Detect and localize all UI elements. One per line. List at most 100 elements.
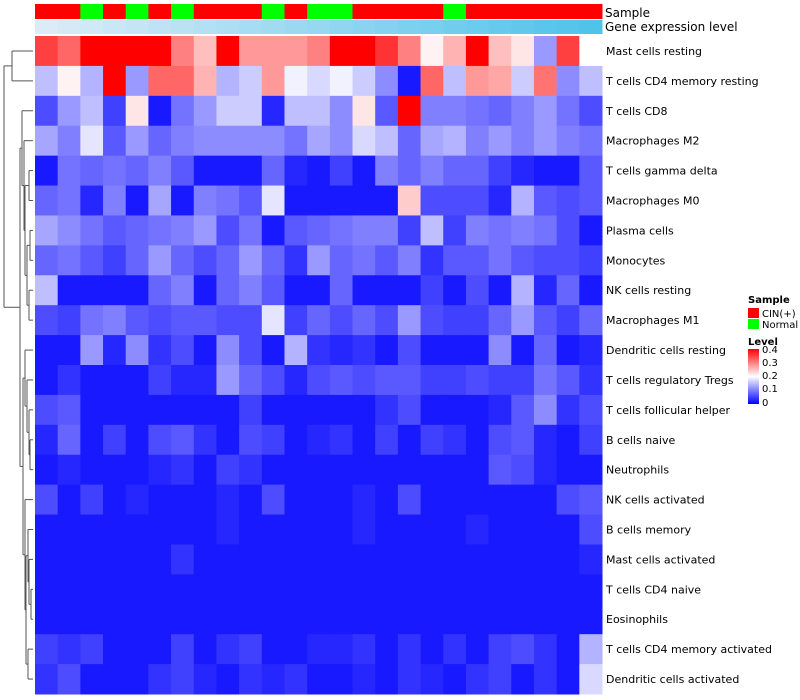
heatmap-cell <box>125 394 149 426</box>
heatmap-cell <box>284 95 308 127</box>
heatmap-cell <box>307 514 331 545</box>
heatmap-cell <box>193 125 217 157</box>
heatmap-cell <box>148 365 172 396</box>
heatmap-cell <box>375 514 399 545</box>
heatmap-cell <box>397 514 422 545</box>
heatmap-cell <box>329 514 354 545</box>
heatmap-cell <box>148 424 172 456</box>
heatmap-cell <box>488 514 512 545</box>
gene-expression-annotation-cell <box>284 20 308 34</box>
heatmap-cell <box>579 424 603 456</box>
heatmap-cell <box>488 454 512 486</box>
heatmap-cell <box>35 275 59 306</box>
heatmap-cell <box>329 36 354 67</box>
heatmap-cell <box>556 215 580 246</box>
heatmap-cell <box>148 484 172 516</box>
heatmap-cell <box>216 215 240 246</box>
heatmap-cell <box>465 155 490 187</box>
heatmap-cell <box>397 335 422 366</box>
heatmap-cell <box>533 185 558 216</box>
heatmap-cell <box>420 604 444 635</box>
heatmap-cell <box>216 604 240 635</box>
heatmap-cell <box>216 514 240 545</box>
heatmap-cell <box>148 275 172 306</box>
sample-annotation-cell <box>307 4 331 19</box>
heatmap-cell <box>216 305 240 336</box>
heatmap-cell <box>556 155 580 187</box>
heatmap-cell <box>443 275 467 306</box>
heatmap-cell <box>171 454 195 486</box>
heatmap-cell <box>125 155 149 187</box>
heatmap-cell <box>216 484 240 516</box>
heatmap-cell <box>57 634 81 665</box>
row-label: Mast cells activated <box>606 553 715 566</box>
heatmap-cell <box>352 365 376 396</box>
heatmap-cell <box>193 65 217 97</box>
heatmap-cell <box>375 215 399 246</box>
row-label: Eosinophils <box>606 613 668 626</box>
heatmap-cell <box>352 454 376 486</box>
heatmap-cell <box>171 544 195 575</box>
sample-annotation-cell <box>375 4 399 19</box>
heatmap-cell <box>103 215 127 246</box>
heatmap-cell <box>420 185 444 216</box>
heatmap-cell <box>420 394 444 426</box>
heatmap-cell <box>193 424 217 456</box>
gene-expression-annotation-cell <box>533 20 558 34</box>
heatmap-cell <box>239 185 263 216</box>
row-label: Monocytes <box>606 254 666 267</box>
heatmap-cell <box>556 664 580 695</box>
heatmap-cell <box>103 574 127 605</box>
heatmap-cell <box>488 365 512 396</box>
heatmap-cell <box>443 454 467 486</box>
heatmap-cell <box>284 365 308 396</box>
heatmap-cell <box>35 36 59 67</box>
heatmap-cell <box>125 335 149 366</box>
heatmap-cell <box>239 65 263 97</box>
heatmap-cell <box>511 544 535 575</box>
heatmap-cell <box>533 604 558 635</box>
gene-expression-annotation-cell <box>397 20 422 34</box>
heatmap-cell <box>443 125 467 157</box>
heatmap-cell <box>284 185 308 216</box>
heatmap-cell <box>397 634 422 665</box>
heatmap-cell <box>171 664 195 695</box>
heatmap-cell <box>352 394 376 426</box>
heatmap-cell <box>375 394 399 426</box>
heatmap-cell <box>103 245 127 276</box>
heatmap-cell <box>239 454 263 486</box>
sample-annotation-cell <box>171 4 195 19</box>
heatmap-cell <box>443 604 467 635</box>
heatmap-cell <box>193 365 217 396</box>
heatmap-cell <box>80 454 104 486</box>
heatmap-cell <box>103 484 127 516</box>
heatmap-cell <box>511 335 535 366</box>
heatmap-cell <box>261 275 285 306</box>
heatmap-cell <box>533 394 558 426</box>
heatmap-cell <box>193 514 217 545</box>
heatmap-cell <box>57 574 81 605</box>
heatmap-cell <box>443 484 467 516</box>
heatmap-cell <box>465 544 490 575</box>
heatmap-cell <box>307 275 331 306</box>
gene-expression-annotation-cell <box>465 20 490 34</box>
heatmap-cell <box>420 245 444 276</box>
heatmap-cell <box>57 185 81 216</box>
heatmap-cell <box>35 155 59 187</box>
heatmap-cell <box>533 544 558 575</box>
heatmap-cell <box>465 305 490 336</box>
heatmap-cell <box>193 394 217 426</box>
heatmap-cell <box>171 155 195 187</box>
heatmap-cell <box>352 275 376 306</box>
heatmap-cell <box>352 424 376 456</box>
row-label: T cells CD4 memory resting <box>605 75 759 88</box>
heatmap-cell <box>284 604 308 635</box>
sample-annotation-cell <box>284 4 308 19</box>
heatmap-cell <box>171 394 195 426</box>
heatmap-cell <box>352 185 376 216</box>
heatmap-cell <box>125 185 149 216</box>
heatmap-cell <box>556 245 580 276</box>
heatmap-cell <box>148 125 172 157</box>
heatmap-cell <box>57 155 81 187</box>
